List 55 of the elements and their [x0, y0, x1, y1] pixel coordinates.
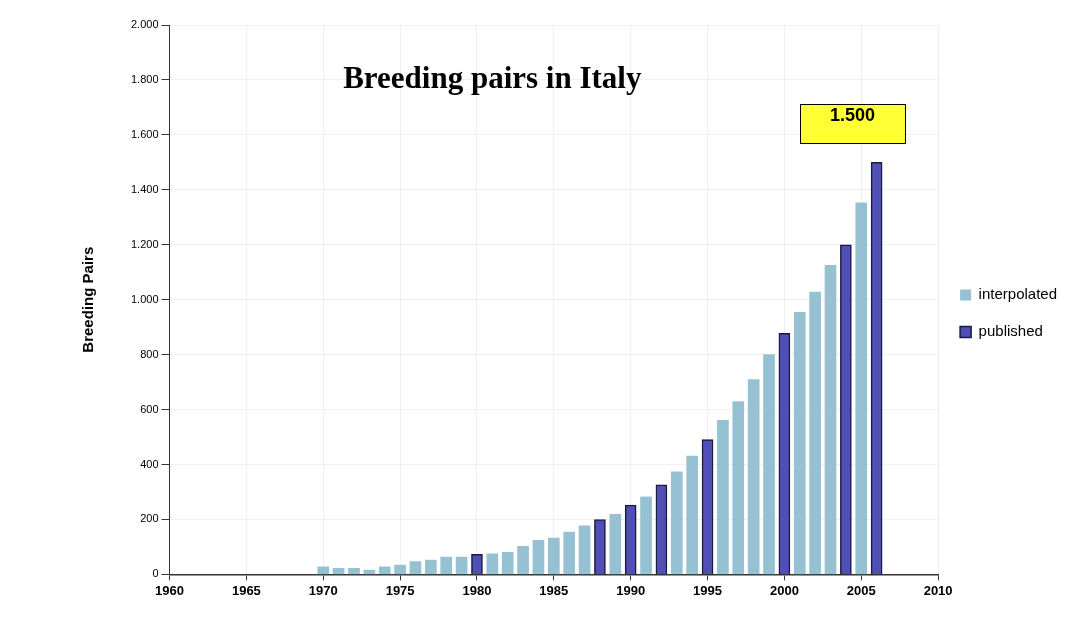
bar: [717, 419, 729, 575]
x-tick-label: 1985: [539, 582, 569, 598]
legend-label: interpolated: [978, 285, 1058, 303]
y-tick-label: 600: [140, 402, 159, 415]
y-tick-label: 800: [140, 347, 159, 360]
x-tick-label: 2005: [846, 582, 876, 598]
bar: [394, 564, 406, 575]
bar: [348, 568, 360, 575]
x-tick-label: 1960: [155, 582, 184, 598]
bar: [670, 471, 683, 575]
bar: [455, 556, 468, 575]
bar: [793, 312, 806, 575]
legend-label: published: [978, 322, 1043, 340]
bar: [747, 379, 760, 575]
bar: [563, 531, 576, 575]
bar: [532, 540, 545, 575]
bar: [317, 566, 330, 575]
x-tick-label: 2010: [923, 582, 953, 598]
y-tick-label: 1.600: [131, 127, 159, 140]
bar: [425, 559, 437, 575]
y-tick-label: 1.000: [131, 292, 159, 305]
y-tick-label: 400: [140, 457, 159, 470]
bar: [409, 561, 422, 575]
bar: [486, 553, 499, 575]
x-tick-label: 1970: [308, 582, 338, 598]
bar: [332, 568, 345, 575]
bar: [640, 496, 652, 575]
callout-box: 1.500: [799, 104, 906, 145]
bar: [517, 546, 529, 575]
y-axis-title: Breeding Pairs: [79, 246, 97, 353]
y-tick-label: 0: [152, 567, 159, 580]
y-tick-label: 200: [140, 512, 159, 525]
x-tick-label: 1975: [385, 582, 415, 598]
bar: [855, 202, 868, 575]
bar: [440, 556, 453, 575]
y-tick-label: 1.800: [131, 72, 159, 85]
y-tick-label: 1.200: [131, 237, 159, 250]
bar: [609, 513, 622, 575]
bar: [501, 552, 514, 575]
y-tick-label: 1.400: [131, 182, 159, 195]
x-tick-label: 1965: [231, 582, 261, 598]
bar: [824, 265, 837, 575]
bar: [578, 525, 591, 575]
x-tick-label: 1990: [616, 582, 646, 598]
bar: [686, 455, 698, 575]
bar: [547, 537, 560, 575]
x-tick-label: 1980: [462, 582, 492, 598]
bar: [732, 401, 745, 575]
bar: [378, 566, 391, 575]
y-tick-label: 2.000: [131, 18, 159, 31]
x-tick-label: 2000: [769, 582, 799, 598]
text: Breeding pairs in Italy: [343, 60, 642, 96]
x-tick-label: 1995: [693, 582, 722, 598]
bar: [763, 354, 775, 575]
bar: [809, 291, 821, 575]
